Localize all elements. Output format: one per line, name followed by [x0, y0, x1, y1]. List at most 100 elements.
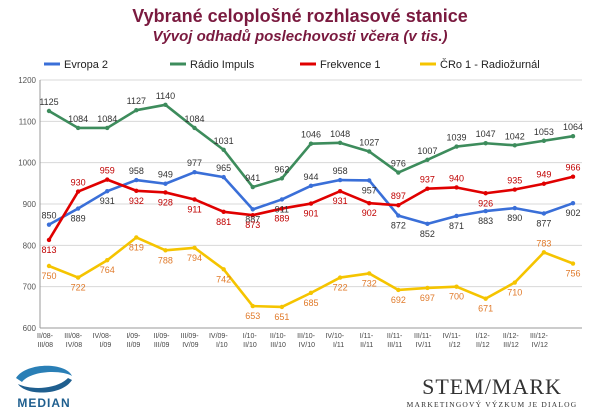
data-label: 911 — [275, 204, 289, 214]
data-point — [396, 203, 401, 208]
legend-item: Rádio Impuls — [170, 59, 255, 71]
y-tick-label: 800 — [23, 241, 37, 250]
data-point — [512, 187, 517, 192]
x-tick-label: I/12-II/12 — [476, 333, 491, 349]
data-point — [308, 290, 314, 296]
data-point — [75, 125, 81, 131]
legend-label: ČRo 1 - Radiožurnál — [440, 58, 540, 71]
data-point — [425, 157, 430, 162]
series-0 — [46, 169, 576, 227]
data-point — [512, 205, 517, 211]
legend: Evropa 2 Rádio Impuls Frekvence 1 ČRo 1 - R… — [44, 58, 540, 71]
data-point — [367, 178, 372, 183]
data-point — [250, 207, 255, 212]
data-point — [46, 222, 52, 227]
data-point — [221, 209, 226, 215]
data-point — [221, 147, 226, 153]
data-label: 881 — [216, 217, 231, 227]
legend-label: Evropa 2 — [64, 59, 108, 71]
data-point — [105, 258, 110, 263]
data-point — [134, 235, 139, 240]
data-point — [46, 263, 52, 269]
y-tick-label: 600 — [23, 324, 37, 333]
data-label: 877 — [536, 219, 551, 229]
data-label: 1048 — [330, 129, 350, 139]
data-point — [308, 183, 314, 189]
data-point — [134, 177, 139, 183]
data-label: 949 — [536, 170, 551, 180]
data-point — [163, 190, 168, 195]
x-tick-label: IV/10-I/11 — [325, 333, 344, 349]
data-label: 949 — [158, 170, 173, 180]
median-logo-text: MEDIAN — [17, 396, 70, 410]
data-point — [337, 188, 343, 194]
x-tick-label: I/11-II/11 — [360, 333, 374, 349]
data-label: 872 — [391, 221, 406, 231]
data-label: 883 — [478, 216, 493, 226]
data-label: 941 — [245, 173, 260, 183]
x-tick-label: III/09-IV/09 — [181, 333, 200, 349]
median-logo-swirl — [16, 365, 72, 382]
data-point — [570, 200, 576, 206]
x-tick-label: II/09-III/09 — [153, 333, 170, 349]
legend-item: Frekvence 1 — [300, 59, 381, 71]
data-label: 653 — [245, 311, 260, 321]
data-point — [46, 108, 52, 114]
data-point — [134, 188, 139, 193]
chart-subtitle: Vývoj odhadů poslechovosti včera (v tis.… — [152, 28, 448, 45]
data-label: 651 — [274, 312, 289, 322]
data-point — [425, 221, 430, 227]
data-point — [163, 102, 168, 108]
data-point — [75, 275, 81, 280]
data-point — [454, 284, 459, 289]
data-point — [308, 201, 314, 206]
data-label: 783 — [536, 238, 551, 248]
data-label: 976 — [391, 159, 406, 169]
data-point — [483, 296, 488, 301]
data-label: 697 — [420, 293, 435, 303]
x-tick-label: IV/09-I/10 — [209, 333, 228, 349]
data-label: 788 — [158, 255, 173, 265]
legend-item: Evropa 2 — [44, 59, 108, 71]
x-tick-label: III/11-IV/11 — [414, 333, 432, 349]
data-label: 935 — [507, 176, 522, 186]
data-point — [279, 206, 285, 211]
y-tick-label: 700 — [23, 283, 37, 292]
data-point — [337, 275, 343, 280]
data-label: 957 — [362, 185, 377, 195]
data-label: 700 — [449, 292, 464, 302]
data-point — [483, 191, 488, 196]
legend-item: ČRo 1 - Radiožurnál — [420, 58, 540, 71]
x-tick-label: IV/11-I/12 — [442, 333, 461, 349]
data-label: 813 — [41, 245, 56, 255]
stem-mark-logo-text: STEM/MARK — [422, 374, 562, 399]
data-label: 962 — [274, 164, 289, 174]
data-point — [192, 125, 197, 131]
data-label: 931 — [333, 196, 348, 206]
data-label: 937 — [420, 175, 435, 185]
data-label: 958 — [129, 166, 144, 176]
data-label: 1046 — [301, 130, 321, 140]
data-point — [134, 107, 139, 113]
data-point — [454, 213, 459, 219]
data-point — [105, 125, 110, 131]
x-tick-label: III/08-IV/08 — [64, 333, 83, 349]
data-label: 977 — [187, 158, 202, 168]
data-point — [250, 212, 255, 218]
x-tick-label: II/08-III/08 — [37, 333, 54, 349]
data-point — [454, 144, 459, 149]
data-label: 1007 — [417, 146, 437, 156]
data-point — [192, 169, 197, 175]
median-logo: MEDIAN — [16, 365, 72, 410]
data-point — [105, 188, 110, 194]
data-label: 1039 — [447, 133, 467, 143]
median-logo-swirl-lower — [18, 378, 72, 393]
data-label: 931 — [100, 196, 115, 206]
data-label: 932 — [129, 196, 144, 206]
data-point — [541, 211, 547, 216]
data-point — [512, 280, 517, 285]
data-point — [192, 245, 197, 251]
data-label: 1064 — [563, 122, 583, 132]
x-tick-label: IV/08-I/09 — [93, 333, 112, 349]
y-tick-label: 900 — [23, 200, 37, 209]
